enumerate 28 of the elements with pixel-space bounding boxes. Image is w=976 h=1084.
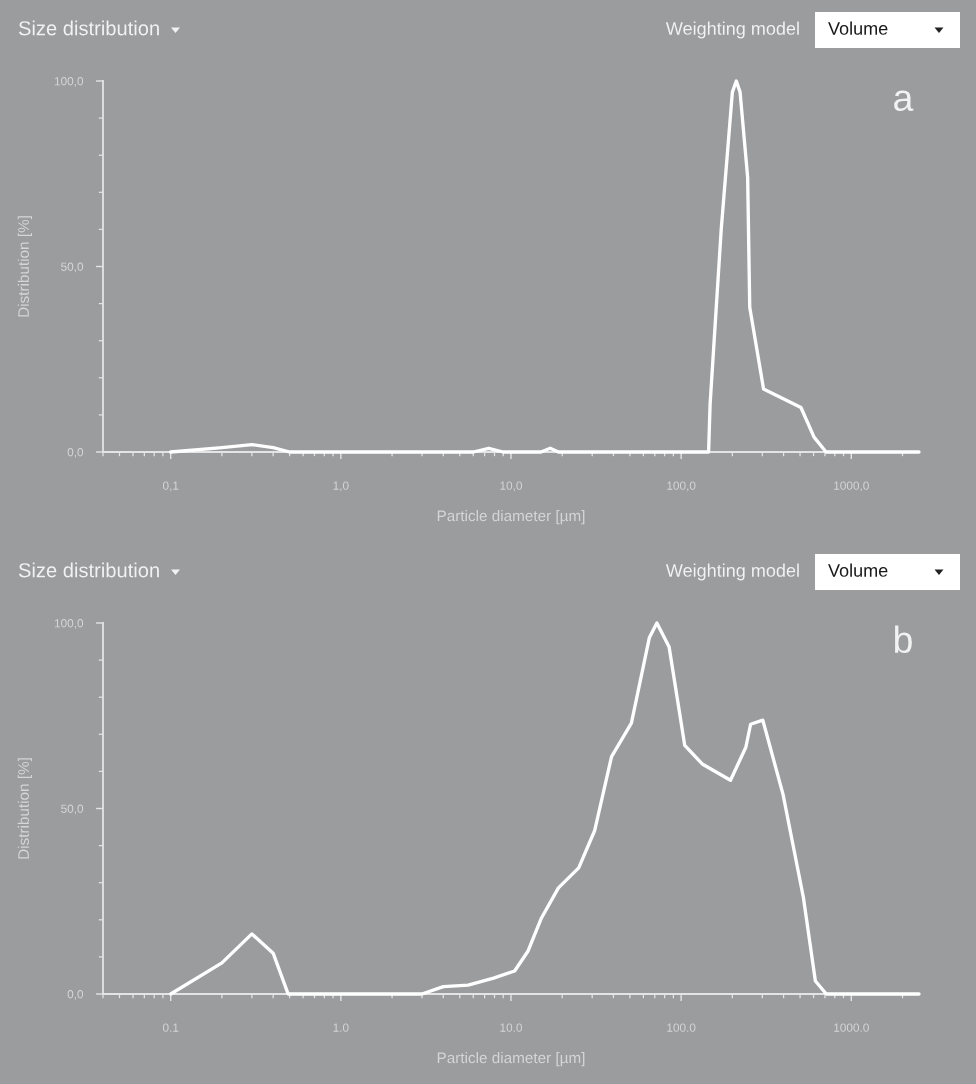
x-axis-title: Particle diameter [µm] [437, 510, 585, 525]
x-tick-label: 100,0 [667, 481, 696, 492]
chart-title: Size distribution [18, 20, 159, 36]
y-tick-label: 100,0 [54, 77, 84, 87]
y-axis-title: Distribution [%] [17, 758, 32, 859]
x-tick-label: 1,0 [333, 481, 349, 492]
x-axis-title: Particle diameter [µm] [437, 1052, 585, 1067]
x-tick-label: 1.0 [333, 1023, 349, 1032]
chart-title: Size distribution [18, 562, 159, 578]
y-tick-label: 50,0 [61, 804, 84, 815]
y-tick-label: 50,0 [61, 262, 84, 273]
y-tick-label: 100,0 [54, 619, 84, 629]
x-tick-label: 10,0 [500, 481, 523, 492]
text: Weighting model [665, 563, 799, 581]
text: Weighting model [665, 21, 799, 39]
x-tick-label: 0,1 [162, 481, 179, 492]
annotation: b [894, 625, 912, 654]
x-tick-label: 100.0 [667, 1023, 696, 1032]
x-tick-label: 10.0 [500, 1023, 523, 1032]
text: Volume [828, 563, 888, 577]
x-tick-label: 1000.0 [834, 1023, 869, 1032]
y-tick-label: 0,0 [67, 448, 84, 458]
x-tick-label: 1000,0 [834, 481, 869, 492]
y-tick-label: 0,0 [67, 990, 84, 1000]
y-axis-title: Distribution [%] [17, 216, 32, 317]
text: Volume [828, 21, 888, 35]
annotation: a [894, 90, 914, 112]
x-tick-label: 0.1 [162, 1023, 179, 1032]
